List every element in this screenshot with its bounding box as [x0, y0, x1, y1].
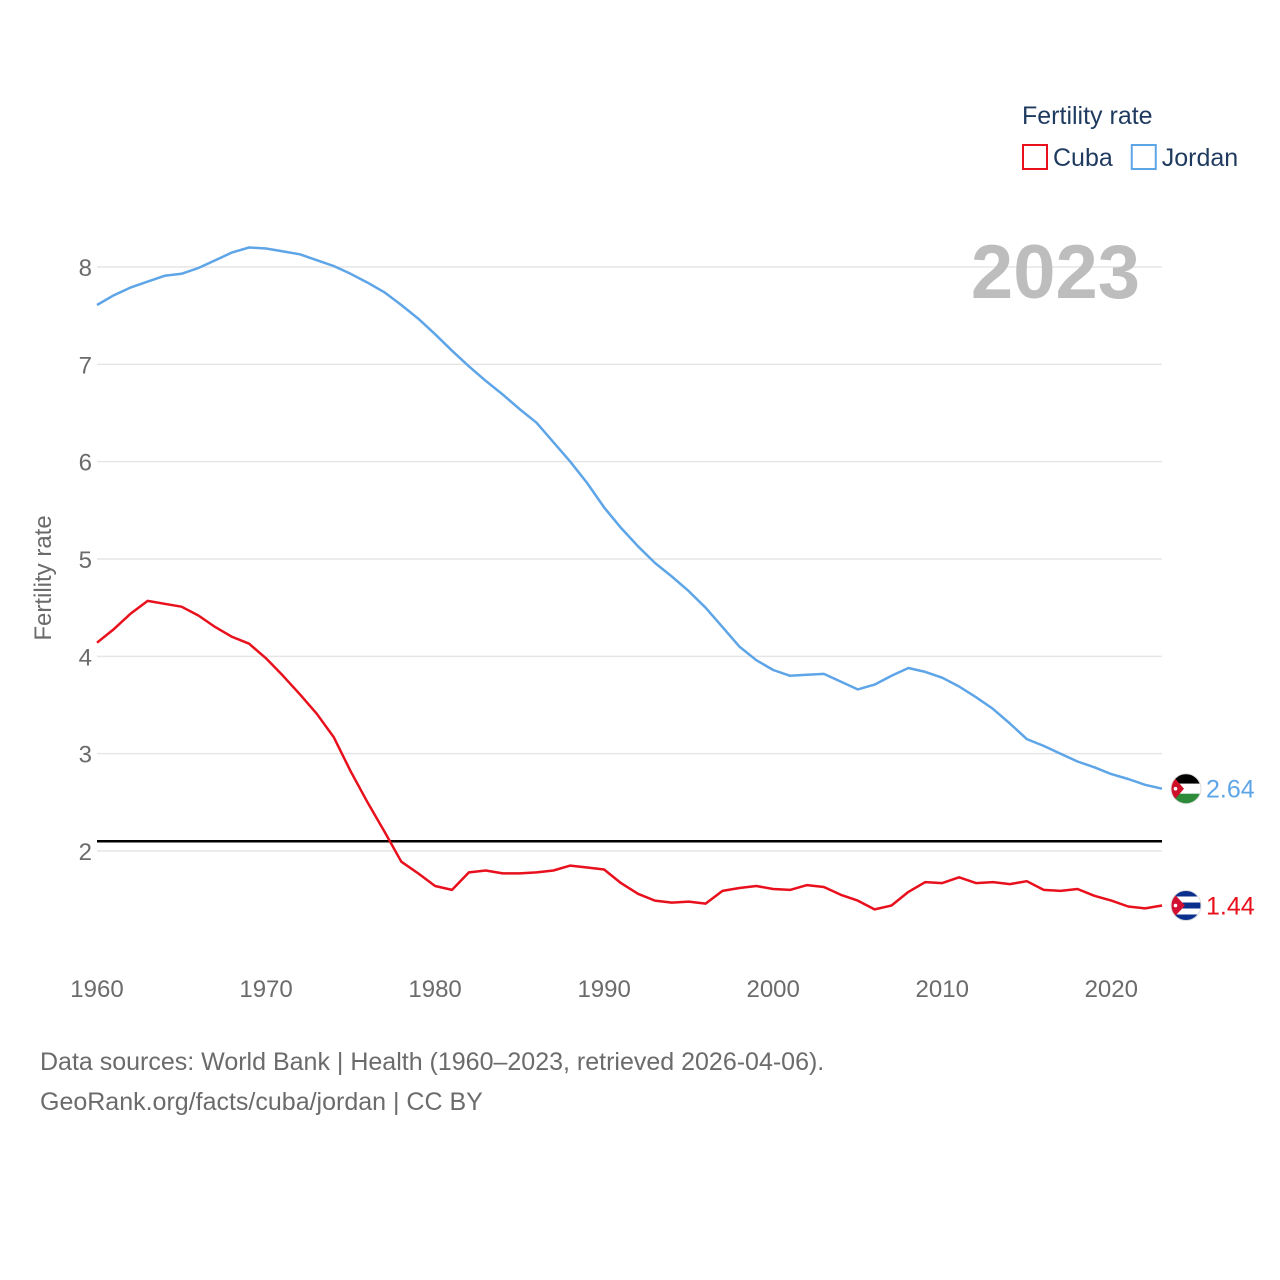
- y-axis-ticks: 2 3 4 5 6 7 8: [79, 255, 92, 866]
- y-tick-label: 3: [79, 742, 92, 769]
- footer: Data sources: World Bank | Health (1960–…: [40, 1042, 824, 1122]
- legend-item-cuba[interactable]: Cuba: [1022, 144, 1113, 172]
- series-line-jordan: [96, 246, 1163, 790]
- y-axis-label: Fertility rate: [30, 515, 57, 640]
- end-value-label-cuba: 1.44: [1206, 893, 1255, 921]
- cuba-flag-icon: [1170, 890, 1202, 922]
- y-tick-label: 5: [79, 547, 92, 574]
- legend-label: Cuba: [1053, 144, 1113, 172]
- y-tick-label: 4: [79, 644, 92, 671]
- legend-item-jordan[interactable]: Jordan: [1130, 144, 1238, 172]
- jordan-flag-icon: [1170, 773, 1202, 805]
- series-line-cuba: [96, 599, 1163, 911]
- x-tick-label: 1960: [70, 976, 123, 1003]
- year-watermark: 2023: [971, 230, 1140, 315]
- end-value-label-jordan: 2.64: [1206, 776, 1255, 804]
- y-tick-label: 8: [79, 255, 92, 282]
- x-tick-label: 2010: [916, 976, 969, 1003]
- legend-label: Jordan: [1162, 144, 1238, 172]
- y-tick-label: 7: [79, 352, 92, 379]
- x-tick-label: 1970: [239, 976, 292, 1003]
- x-tick-label: 2020: [1085, 976, 1138, 1003]
- end-markers: 1.44 2.64: [1170, 773, 1255, 922]
- legend-swatch: [1130, 144, 1157, 170]
- x-tick-label: 1990: [577, 976, 630, 1003]
- data-source-note: Data sources: World Bank | Health (1960–…: [40, 1048, 825, 1076]
- y-tick-label: 2: [79, 839, 92, 866]
- legend-swatch: [1022, 144, 1048, 170]
- x-tick-label: 1980: [408, 976, 461, 1003]
- gridlines: [97, 266, 1162, 852]
- x-tick-label: 2000: [746, 976, 799, 1003]
- x-axis-ticks: 1960 1970 1980 1990 2000 2010 2020: [70, 976, 1138, 1003]
- legend: Fertility rate Cuba Jordan: [1022, 102, 1238, 172]
- y-tick-label: 6: [79, 450, 92, 477]
- legend-title: Fertility rate: [1022, 102, 1153, 130]
- attribution-link[interactable]: GeoRank.org/facts/cuba/jordan | CC BY: [40, 1088, 483, 1116]
- fertility-rate-chart: 2 3 4 5 6 7 8 1960 1970 1980 1990 2000 2010 2020 Fer…: [30, 102, 1255, 1003]
- series-lines: [96, 246, 1163, 911]
